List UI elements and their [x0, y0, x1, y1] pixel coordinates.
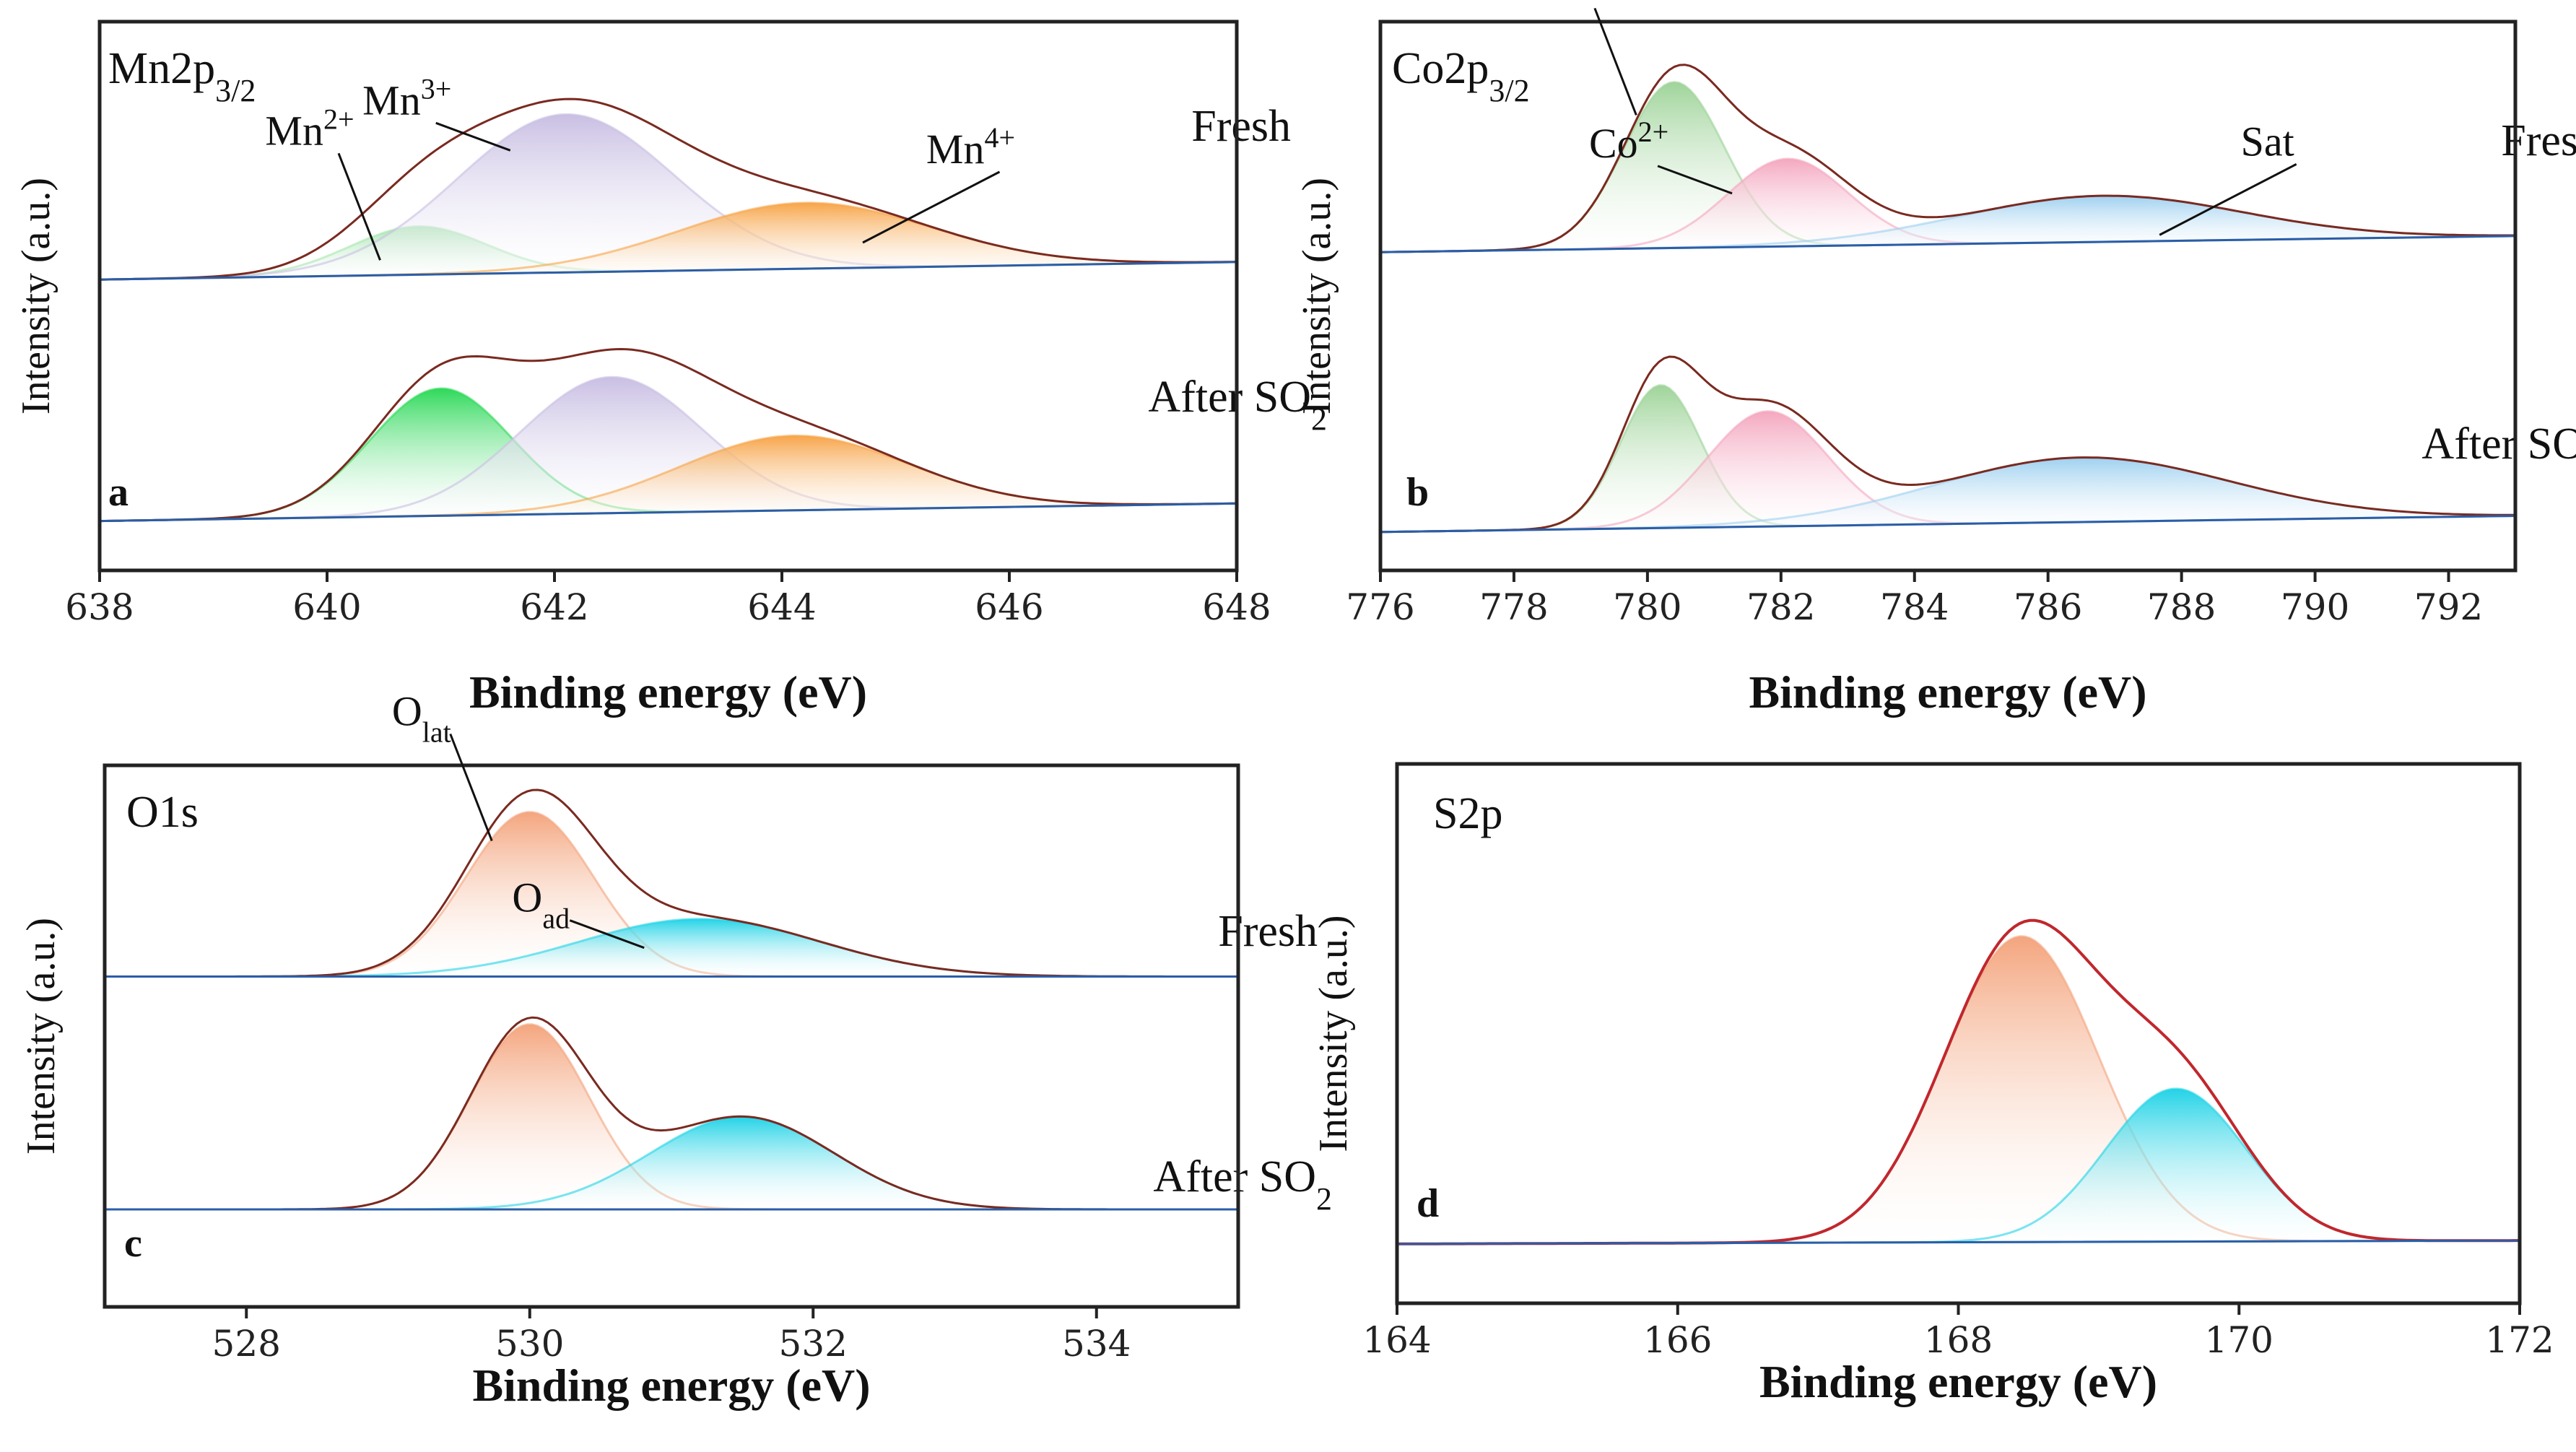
baseline-a-1 — [99, 502, 1237, 523]
peak-label-a-2: Mn4+ — [926, 121, 1015, 173]
series-c-1 — [105, 1016, 1238, 1211]
series-label-c-0: Fresh — [1218, 907, 1318, 956]
panel-letter-c: c — [124, 1221, 142, 1266]
series-b-1 — [1380, 355, 2517, 534]
xtick-label-b-7: 790 — [2281, 586, 2349, 628]
xtick-label-d-1: 166 — [1643, 1319, 1712, 1361]
envelope-b-0 — [1380, 64, 2515, 253]
xtick-label-b-1: 778 — [1479, 586, 1548, 628]
peak-b-1-2 — [1380, 456, 2517, 534]
xtick-label-c-2: 532 — [779, 1323, 848, 1365]
panel-title-a: Mn2p3/2 — [108, 44, 256, 108]
peak-pointer-a-1 — [435, 121, 511, 152]
xtick-label-d-2: 168 — [1924, 1319, 1993, 1361]
xtick-label-b-8: 792 — [2414, 586, 2483, 628]
peak-pointer-a-2 — [862, 170, 1001, 244]
xtick-label-d-0: 164 — [1362, 1319, 1431, 1361]
xtick-label-b-2: 780 — [1613, 586, 1681, 628]
plot-frame-b — [1378, 19, 2518, 573]
yaxis-title-d: Intensity (a.u.) — [1311, 915, 1356, 1152]
xaxis-title-a: Binding energy (eV) — [469, 666, 867, 718]
peak-label-c-1: Oad — [512, 874, 570, 935]
panel-letter-d: d — [1417, 1181, 1439, 1226]
peak-pointer-b-2 — [2159, 163, 2297, 236]
series-d-0 — [1396, 918, 2520, 1245]
peak-pointer-b-1 — [1657, 165, 1733, 195]
series-label-c-1: After SO2 — [1153, 1152, 1332, 1217]
panel-d: 164 166 168 170 172 Binding energy (eV) Intens… — [1311, 762, 2554, 1407]
xtick-label-d-4: 172 — [2485, 1319, 2554, 1361]
xtick-label-b-3: 782 — [1746, 586, 1815, 628]
plot-frame-a — [97, 19, 1239, 573]
panel-a: Fresh After SO2 638 640 642 644 646 648 Binding … — [14, 19, 1327, 718]
baseline-b-1 — [1380, 514, 2516, 534]
xtick-label-a-3: 644 — [747, 586, 816, 628]
series-label-b-0: Fresh — [2501, 116, 2576, 165]
panel-c: Fresh After SO2 528 530 532 534 Binding energy… — [19, 688, 1332, 1412]
peak-label-b-1: Co2+ — [1589, 115, 1668, 167]
peak-label-b-0: Co3+ — [1526, 0, 1606, 9]
baseline-a-0 — [99, 261, 1237, 281]
series-label-a-1: After SO2 — [1148, 373, 1327, 437]
xtick-label-c-0: 528 — [212, 1323, 281, 1365]
peak-label-a-1: Mn3+ — [362, 72, 451, 124]
peak-d-0-0 — [1397, 935, 2520, 1245]
xaxis-title-c: Binding energy (eV) — [472, 1360, 870, 1411]
series-label-b-1: After SO2 — [2421, 419, 2576, 484]
panel-b: Fresh After SO2 776 778 780 782 784 786 788 790 79… — [1294, 0, 2576, 718]
xtick-label-a-2: 642 — [520, 586, 588, 628]
xtick-label-a-4: 646 — [975, 586, 1043, 628]
xtick-label-b-4: 784 — [1880, 586, 1949, 628]
baseline-d-0 — [1396, 1239, 2520, 1245]
plot-frame-c — [103, 763, 1240, 1309]
panel-letter-b: b — [1406, 470, 1429, 515]
baseline-b-0 — [1380, 235, 2516, 253]
peak-pointer-a-0 — [337, 152, 381, 261]
series-label-a-0: Fresh — [1191, 102, 1291, 151]
envelope-b-1 — [1380, 355, 2515, 534]
series-c-0 — [105, 788, 1238, 978]
envelope-a-1 — [99, 347, 1237, 523]
peak-c-0-1 — [105, 918, 1238, 978]
xaxis-title-b: Binding energy (eV) — [1749, 666, 2146, 718]
series-a-1 — [99, 347, 1238, 523]
xtick-label-d-3: 170 — [2205, 1319, 2273, 1361]
peak-pointer-b-0 — [1593, 7, 1637, 116]
yaxis-title-c: Intensity (a.u.) — [19, 918, 64, 1155]
xtick-label-b-6: 788 — [2147, 586, 2216, 628]
panel-title-c: O1s — [126, 788, 199, 837]
envelope-a-0 — [99, 97, 1237, 281]
xtick-label-c-3: 534 — [1062, 1323, 1131, 1365]
panel-letter-a: a — [108, 470, 129, 515]
xtick-label-a-0: 638 — [65, 586, 134, 628]
xtick-label-c-1: 530 — [495, 1323, 564, 1365]
panel-title-d: S2p — [1433, 789, 1502, 838]
peak-label-a-0: Mn2+ — [265, 103, 354, 155]
peak-c-1-1 — [105, 1116, 1238, 1211]
xtick-label-a-1: 640 — [292, 586, 361, 628]
yaxis-title-a: Intensity (a.u.) — [14, 178, 58, 414]
panel-title-b: Co2p3/2 — [1392, 44, 1530, 108]
xaxis-title-d: Binding energy (eV) — [1759, 1356, 2157, 1407]
peak-label-c-0: Olat — [392, 688, 451, 749]
series-b-0 — [1380, 64, 2517, 253]
peak-pointer-c-0 — [449, 733, 493, 842]
xtick-label-a-5: 648 — [1202, 586, 1271, 628]
yaxis-title-b: Intensity (a.u.) — [1294, 178, 1339, 414]
xtick-label-b-5: 786 — [2014, 586, 2082, 628]
peak-pointer-c-1 — [569, 919, 645, 949]
xtick-label-b-0: 776 — [1346, 586, 1414, 628]
peak-label-b-2: Sat — [2241, 118, 2294, 165]
